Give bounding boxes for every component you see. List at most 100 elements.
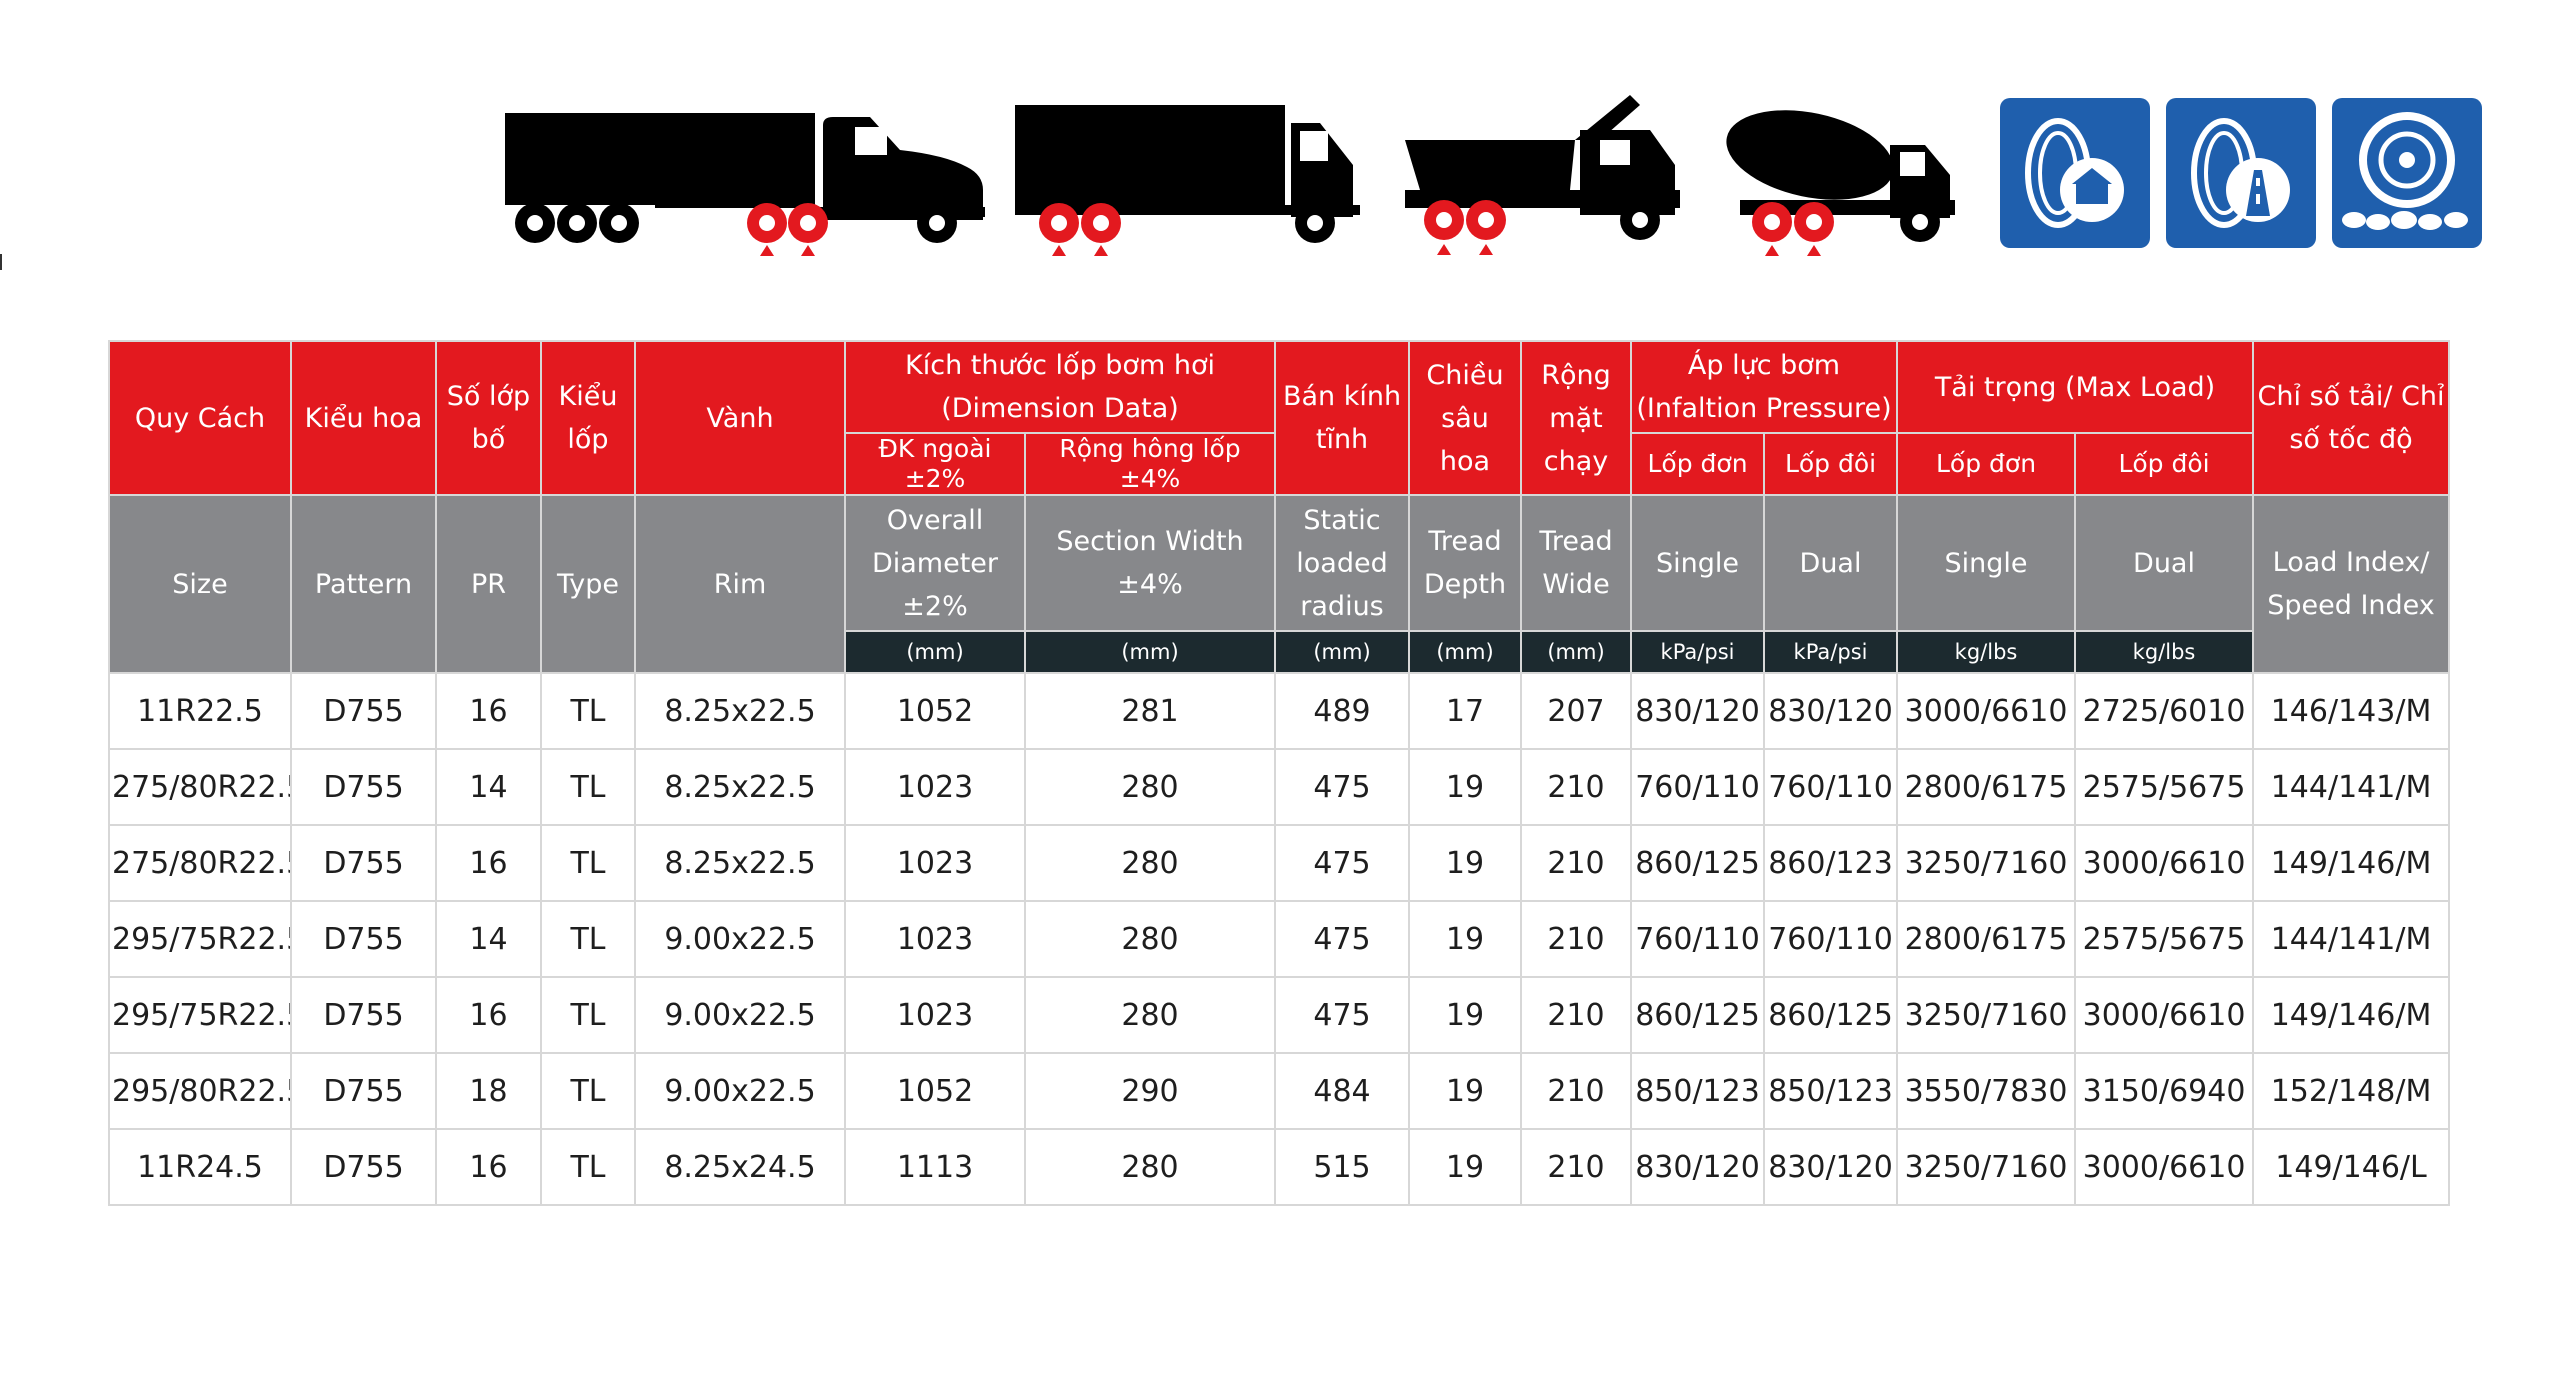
- cell-pattern: D755: [290, 976, 437, 1054]
- cell-size: 11R24.5: [108, 1128, 292, 1206]
- cell-section-width: 280: [1023, 824, 1277, 902]
- cell-static-radius: 475: [1274, 976, 1411, 1054]
- cell-section-width: 280: [1023, 748, 1277, 826]
- cell-pressure-dual: 860/125: [1763, 976, 1899, 1054]
- table-row: 275/80R22.5 D755 16 TL 8.25x22.5 1023 280 475 19…: [108, 824, 2451, 902]
- cell-load-single: 2800/6175: [1896, 748, 2077, 826]
- header-depth-vi: Chiều sâu hoa: [1408, 340, 1523, 496]
- cell-size: 275/80R22.5: [108, 824, 292, 902]
- cell-static-radius: 515: [1274, 1128, 1411, 1206]
- cell-load-speed-index: 146/143/M: [2252, 672, 2451, 750]
- cell-size: 11R22.5: [108, 672, 292, 750]
- tire-spec-table: Quy Cách Kiểu hoa Số lớp bố Kiểu lốp Vàn…: [108, 340, 2451, 1206]
- header-pattern-vi: Kiểu hoa: [290, 340, 437, 496]
- header-od-vi: ĐK ngoài ±2%: [844, 432, 1026, 496]
- cell-rim: 9.00x22.5: [634, 1052, 846, 1130]
- cell-overall-diameter: 1052: [844, 1052, 1026, 1130]
- cell-pattern: D755: [290, 1052, 437, 1130]
- cell-tread-depth: 19: [1408, 900, 1523, 978]
- cell-load-single: 2800/6175: [1896, 900, 2077, 978]
- cell-tread-wide: 210: [1520, 900, 1633, 978]
- cell-load-dual: 3150/6940: [2074, 1052, 2255, 1130]
- cell-section-width: 280: [1023, 976, 1277, 1054]
- header-wide-en: Tread Wide: [1520, 494, 1633, 632]
- cell-pressure-single: 760/110: [1630, 900, 1766, 978]
- cell-load-dual: 2575/5675: [2074, 748, 2255, 826]
- cell-type: TL: [540, 748, 636, 826]
- cell-tread-wide: 210: [1520, 1128, 1633, 1206]
- header-od-en: Overall Diameter ±2%: [844, 494, 1026, 632]
- cell-pressure-dual: 760/110: [1763, 748, 1899, 826]
- cell-pressure-single: 830/120: [1630, 1128, 1766, 1206]
- cell-rim: 8.25x22.5: [634, 748, 846, 826]
- cell-load-dual: 3000/6610: [2074, 1128, 2255, 1206]
- cell-pattern: D755: [290, 672, 437, 750]
- header-sw-vi: Rộng hông lốp ±4%: [1023, 432, 1277, 496]
- cell-size: 275/80R22.5: [108, 748, 292, 826]
- cell-static-radius: 475: [1274, 748, 1411, 826]
- table-body: 11R22.5 D755 16 TL 8.25x22.5 1052 281 489 17 207 8…: [108, 672, 2451, 1206]
- unit-depth: (mm): [1408, 630, 1523, 674]
- cell-type: TL: [540, 672, 636, 750]
- cell-section-width: 281: [1023, 672, 1277, 750]
- header-size-vi: Quy Cách: [108, 340, 292, 496]
- cell-pr: 16: [435, 672, 542, 750]
- cell-pr: 16: [435, 824, 542, 902]
- cell-pattern: D755: [290, 1128, 437, 1206]
- cell-overall-diameter: 1023: [844, 748, 1026, 826]
- cell-pressure-dual: 760/110: [1763, 900, 1899, 978]
- cell-load-single: 3250/7160: [1896, 976, 2077, 1054]
- unit-od: (mm): [844, 630, 1026, 674]
- unit-wide: (mm): [1520, 630, 1633, 674]
- cell-load-single: 3250/7160: [1896, 824, 2077, 902]
- cell-tread-depth: 17: [1408, 672, 1523, 750]
- edge-mark: [0, 254, 2, 270]
- cell-tread-depth: 19: [1408, 824, 1523, 902]
- cell-section-width: 290: [1023, 1052, 1277, 1130]
- header-type-en: Type: [540, 494, 636, 674]
- unit-load-single: kg/lbs: [1896, 630, 2077, 674]
- header-rim-en: Rim: [634, 494, 846, 674]
- cell-size: 295/75R22.5: [108, 976, 292, 1054]
- cell-rim: 9.00x22.5: [634, 900, 846, 978]
- header-index-en: Load Index/ Speed Index: [2252, 494, 2451, 674]
- cell-pr: 16: [435, 1128, 542, 1206]
- cell-pressure-single: 760/110: [1630, 748, 1766, 826]
- cell-type: TL: [540, 976, 636, 1054]
- gravel-road-icon: [2332, 98, 2482, 248]
- unit-load-dual: kg/lbs: [2074, 630, 2255, 674]
- cell-tread-wide: 210: [1520, 824, 1633, 902]
- header-sw-en: Section Width ±4%: [1023, 494, 1277, 632]
- unit-pressure-dual: kPa/psi: [1763, 630, 1899, 674]
- cell-static-radius: 475: [1274, 824, 1411, 902]
- table-row: 11R22.5 D755 16 TL 8.25x22.5 1052 281 489 17 207 8…: [108, 672, 2451, 750]
- cell-load-speed-index: 144/141/M: [2252, 900, 2451, 978]
- header-pressure-dual-en: Dual: [1763, 494, 1899, 632]
- cell-tread-wide: 210: [1520, 748, 1633, 826]
- header-index-vi: Chỉ số tải/ Chỉ số tốc độ: [2252, 340, 2451, 496]
- cell-tread-depth: 19: [1408, 748, 1523, 826]
- cell-pressure-dual: 850/123: [1763, 1052, 1899, 1130]
- header-pressure-vi: Áp lực bơm (Infaltion Pressure): [1630, 340, 1899, 434]
- header-wide-vi: Rộng mặt chạy: [1520, 340, 1633, 496]
- semi-truck-icon: [505, 113, 985, 256]
- cell-load-dual: 3000/6610: [2074, 824, 2255, 902]
- header-depth-en: Tread Depth: [1408, 494, 1523, 632]
- cell-pressure-single: 860/125: [1630, 824, 1766, 902]
- cell-rim: 8.25x24.5: [634, 1128, 846, 1206]
- cell-pr: 14: [435, 900, 542, 978]
- table-row: 295/80R22.5 D755 18 TL 9.00x22.5 1052 290 484 19…: [108, 1052, 2451, 1130]
- cell-pressure-single: 860/125: [1630, 976, 1766, 1054]
- cell-load-speed-index: 149/146/M: [2252, 824, 2451, 902]
- cell-pr: 18: [435, 1052, 542, 1130]
- table-row: 295/75R22.5 D755 16 TL 9.00x22.5 1023 280 475 19…: [108, 976, 2451, 1054]
- cell-static-radius: 475: [1274, 900, 1411, 978]
- header-pressure-dual-vi: Lốp đôi: [1763, 432, 1899, 496]
- header-load-single-en: Single: [1896, 494, 2077, 632]
- cell-load-single: 3000/6610: [1896, 672, 2077, 750]
- header-pressure-single-en: Single: [1630, 494, 1766, 632]
- dump-truck-icon: [1405, 95, 1680, 255]
- cell-rim: 8.25x22.5: [634, 672, 846, 750]
- cell-load-dual: 2725/6010: [2074, 672, 2255, 750]
- cell-pressure-dual: 860/123: [1763, 824, 1899, 902]
